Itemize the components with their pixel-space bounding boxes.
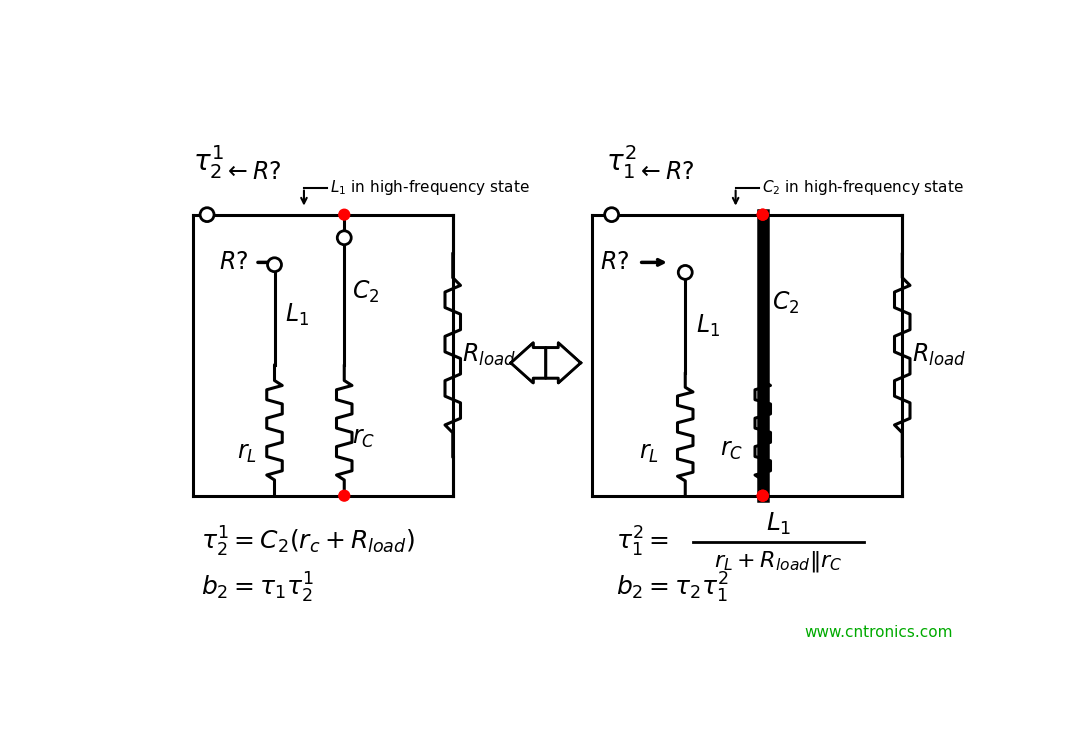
Text: $\leftarrow R?$: $\leftarrow R?$ [222,161,281,184]
Text: $b_2 = \tau_2\tau_1^2$: $b_2 = \tau_2\tau_1^2$ [616,571,728,605]
Text: $\tau_2^1 = C_2\left(r_c + R_{load}\right)$: $\tau_2^1 = C_2\left(r_c + R_{load}\righ… [201,525,415,559]
Text: $r_L$: $r_L$ [238,442,257,465]
Circle shape [339,491,350,501]
Circle shape [757,210,768,220]
Text: $L_1$: $L_1$ [697,313,720,339]
Text: $b_2 = \tau_1\tau_2^1$: $b_2 = \tau_1\tau_2^1$ [201,571,314,605]
Text: $L_1$: $L_1$ [766,510,791,537]
Circle shape [268,258,282,272]
Text: $C_2$: $C_2$ [772,290,799,316]
Text: www.cntronics.com: www.cntronics.com [805,626,953,640]
Circle shape [757,491,768,501]
Text: $R_{load}$: $R_{load}$ [912,342,966,368]
Text: $C_2$: $C_2$ [352,279,379,304]
Text: $R?$: $R?$ [218,250,248,274]
Circle shape [200,208,214,222]
Circle shape [339,210,350,220]
Text: $r_L$: $r_L$ [638,442,659,465]
Text: $\tau_2^1$: $\tau_2^1$ [193,143,224,181]
Circle shape [605,208,619,222]
Polygon shape [511,343,545,383]
Text: $L_1$ in high-frequency state: $L_1$ in high-frequency state [330,178,530,197]
Text: $R_{load}$: $R_{load}$ [462,342,516,368]
Text: $\leftarrow R?$: $\leftarrow R?$ [636,161,694,184]
Circle shape [337,231,351,245]
Circle shape [757,210,768,220]
Text: $\tau_1^2$: $\tau_1^2$ [606,143,636,181]
Text: $r_C$: $r_C$ [720,437,743,461]
Text: $r_L + R_{load} \| r_C$: $r_L + R_{load} \| r_C$ [714,550,842,575]
Circle shape [757,491,768,501]
Text: $L_1$: $L_1$ [285,301,309,328]
Polygon shape [545,343,581,383]
Text: $\tau_1^2 = $: $\tau_1^2 = $ [616,525,669,559]
Circle shape [678,266,692,280]
Text: $R?$: $R?$ [600,250,630,274]
Text: $C_2$ in high-frequency state: $C_2$ in high-frequency state [762,178,963,197]
Text: $r_C$: $r_C$ [352,426,375,450]
